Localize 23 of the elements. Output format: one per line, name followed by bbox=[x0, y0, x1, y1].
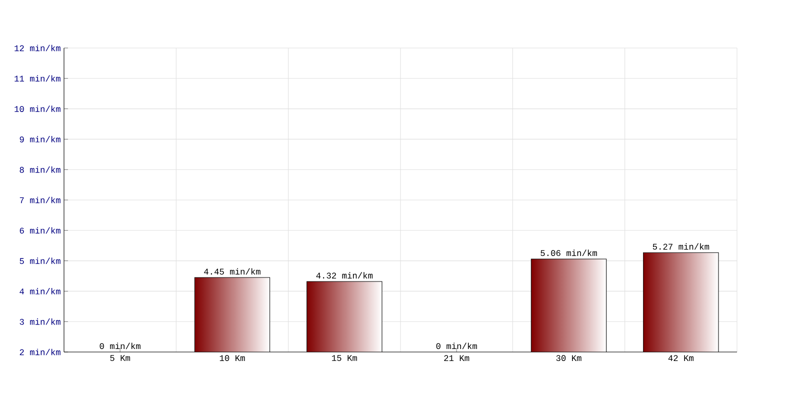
y-tick-label: 8 min/km bbox=[20, 166, 60, 173]
y-tick-label: 9 min/km bbox=[20, 136, 60, 142]
y-tick-label: 10 min/km bbox=[14, 106, 60, 112]
data-label: 5.27 min/km bbox=[652, 243, 710, 250]
data-label: 4.45 min/km bbox=[204, 268, 260, 275]
data-label: 5.06 min/km bbox=[540, 250, 597, 256]
text: 0 min/km bbox=[436, 342, 477, 350]
y-tick-label: 6 min/km bbox=[20, 227, 60, 234]
y-tick-label: 11 min/km bbox=[14, 75, 60, 82]
x-tick-label: 21 Km bbox=[444, 355, 470, 361]
y-tick-label: 2 min/km bbox=[20, 348, 60, 356]
y-tick-label: 7 min/km bbox=[20, 196, 60, 204]
y-tick-label: 5 min/km bbox=[20, 258, 60, 264]
x-tick-label: 5 Km bbox=[110, 355, 130, 361]
x-tick-label: 15 Km bbox=[332, 355, 357, 361]
x-tick-label: 30 Km bbox=[556, 355, 582, 362]
y-tick-label: 4 min/km bbox=[20, 288, 60, 294]
y-tick-label: 3 min/km bbox=[20, 318, 60, 325]
x-tick-label: 42 Km bbox=[668, 355, 694, 361]
text: 0 min/km bbox=[100, 342, 140, 350]
y-tick-label: 12 min/km bbox=[14, 44, 60, 52]
x-tick-label: 10 Km bbox=[220, 355, 245, 362]
data-label: 4.32 min/km bbox=[316, 272, 373, 279]
